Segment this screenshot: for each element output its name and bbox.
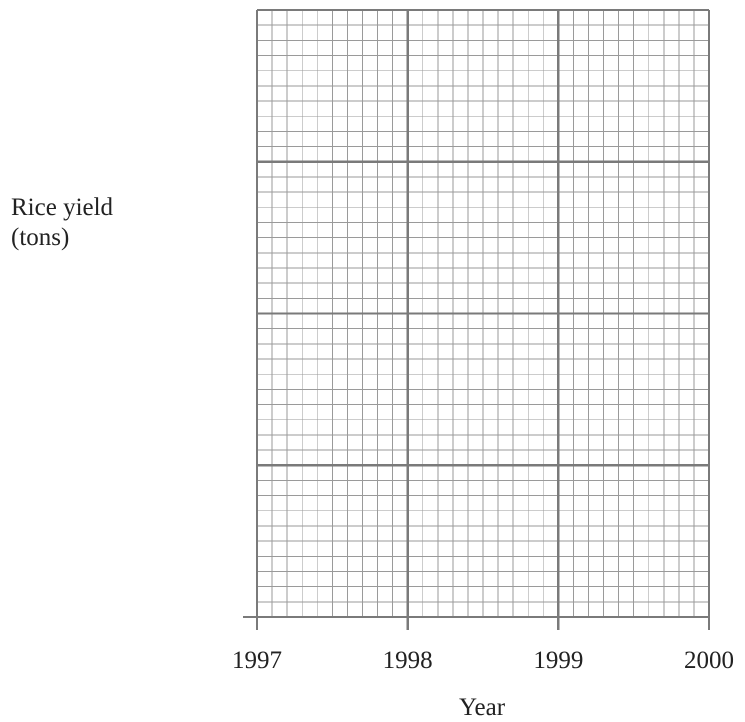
- major-grid: [255, 8, 711, 619]
- x-tick-label: 2000: [684, 647, 734, 674]
- x-tick-label: 1999: [533, 647, 583, 674]
- x-tick-labels: 1997 1998 1999 2000: [232, 647, 734, 674]
- y-axis-label-line-2: (tons): [11, 224, 69, 251]
- x-tick-label: 1997: [232, 647, 282, 674]
- x-axis-label: Year: [459, 694, 506, 721]
- x-axis: [243, 615, 711, 630]
- x-tick-label: 1998: [383, 647, 433, 674]
- y-axis-label: Rice yield (tons): [11, 194, 119, 251]
- y-axis-label-line-1: Rice yield: [11, 194, 114, 221]
